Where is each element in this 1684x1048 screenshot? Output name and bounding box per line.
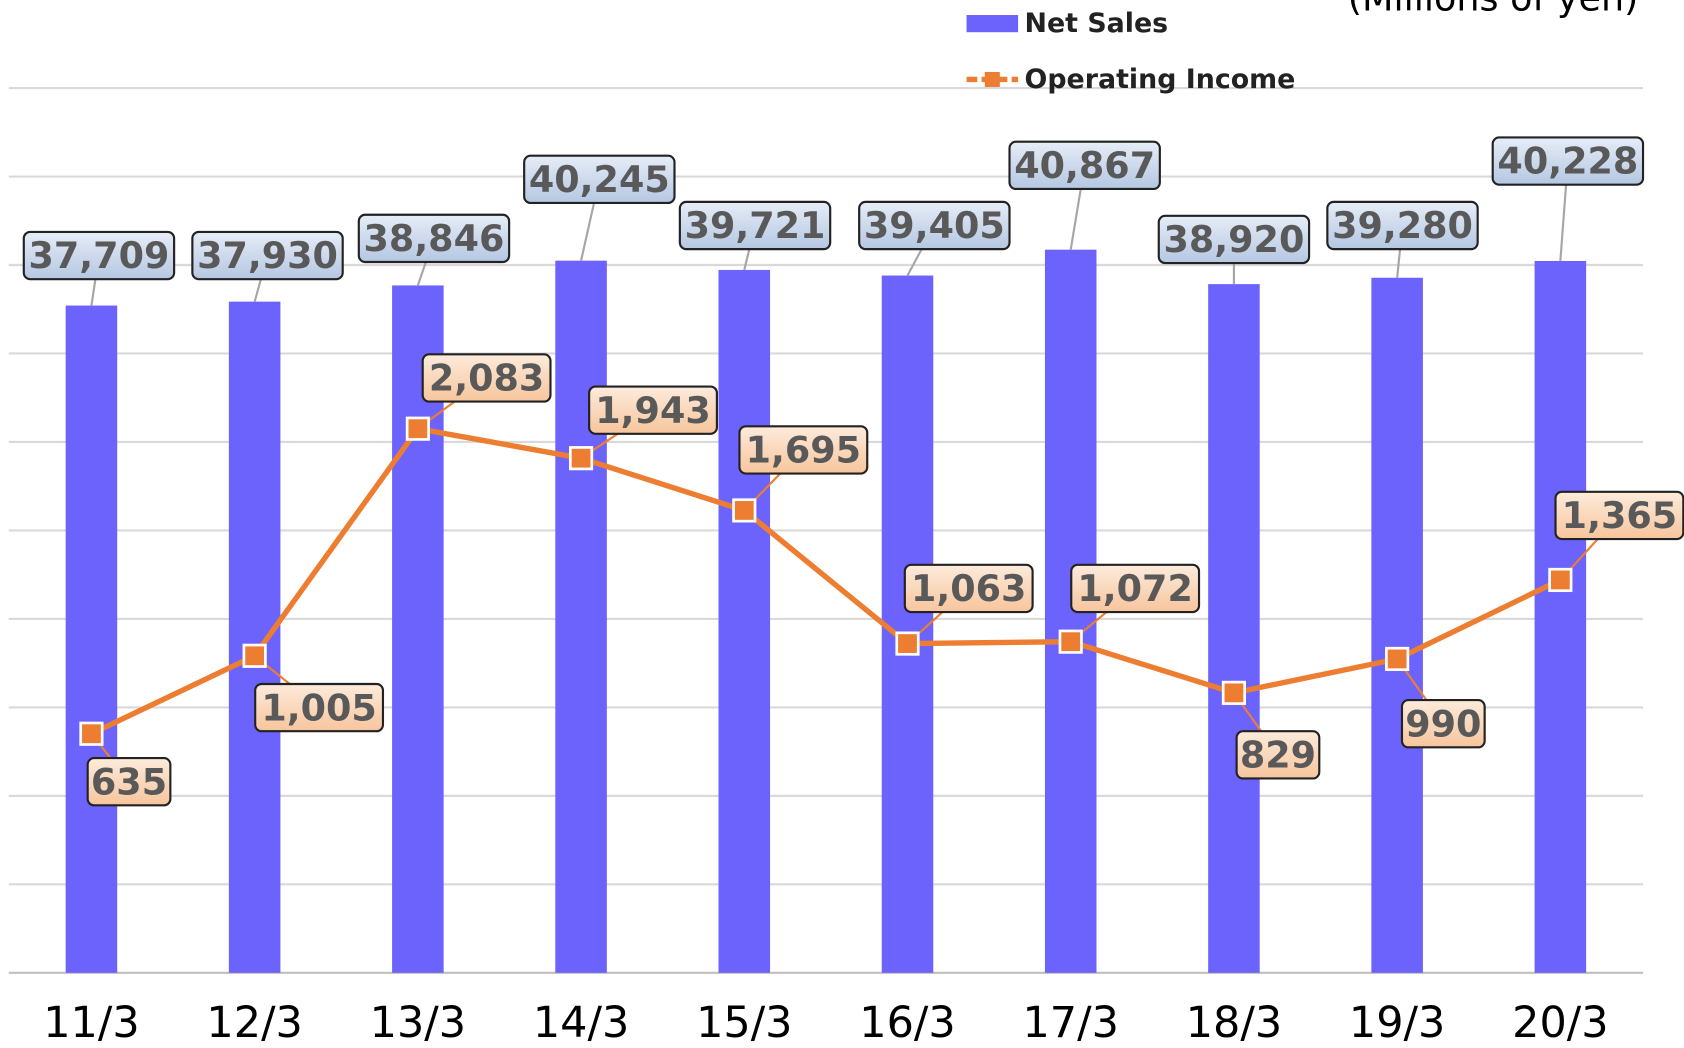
x-tick-label: 20/3 [1512,998,1608,1048]
data-label: 37,930 [197,234,338,277]
marker [895,631,920,656]
label-box [357,213,511,264]
line [90,426,1562,737]
legend-swatch [966,15,1019,33]
label-box [1400,699,1486,749]
data-label: 1,063 [911,567,1026,610]
label-box [523,154,676,205]
data-label: 38,920 [1163,218,1304,261]
label-box [738,425,869,475]
label-box [1326,200,1479,251]
marker [1058,629,1083,654]
label-box [903,563,1034,614]
label-box [588,385,718,435]
data-label: 1,695 [746,429,861,472]
bar [1208,284,1260,973]
x-tick-label: 14/3 [533,998,629,1048]
x-tick-label: 11/3 [43,998,139,1048]
data-label: 40,245 [529,158,670,201]
label-box [191,230,344,281]
data-label: 38,846 [364,217,505,260]
bar [1534,260,1587,973]
x-tick-label: 13/3 [370,998,466,1048]
data-label: 40,867 [1014,144,1155,187]
marker [79,721,104,746]
bar [718,269,771,973]
data-label: 39,280 [1332,204,1473,247]
label-box [1070,563,1201,614]
label-box [254,682,385,733]
data-label: 990 [1405,702,1481,745]
x-tick-label: 19/3 [1349,998,1445,1048]
label-box [1235,730,1321,780]
legend-label: Operating Income [1025,64,1296,95]
x-tick-label: 16/3 [859,998,955,1048]
data-label: 37,709 [29,234,170,277]
unit-note: (Millions of yen) [1348,0,1639,20]
marker [405,416,430,441]
legend-label: Net Sales [1025,8,1169,39]
label-box [858,200,1011,251]
x-tick-label: 15/3 [696,998,792,1048]
bar [228,301,281,973]
label-box [1008,140,1161,191]
bar [881,275,934,973]
marker [1385,646,1410,672]
data-label: 635 [91,760,167,803]
marker [568,446,594,471]
data-label: 1,365 [1562,494,1677,537]
legend: Net Sales Operating Income [966,8,1296,95]
data-label: 829 [1240,734,1316,777]
label-box [86,757,172,807]
marker [732,498,757,523]
bar [1371,277,1423,973]
x-tick-label: 17/3 [1023,998,1119,1048]
data-label: 39,405 [864,204,1005,247]
label-box [1554,490,1684,541]
data-label: 1,072 [1077,567,1192,610]
marker [1221,680,1247,705]
bar [555,260,607,973]
x-tick-label: 12/3 [206,998,302,1048]
data-label: 40,228 [1497,140,1638,183]
label-box [22,230,176,281]
label-box [1157,214,1311,265]
bar [65,305,118,973]
label-box [1491,136,1645,186]
marker [1548,567,1573,593]
x-tick-label: 18/3 [1186,998,1282,1048]
data-label: 2,083 [429,357,544,400]
marker [242,643,267,668]
legend-marker [984,71,1000,87]
label-box [678,200,832,251]
data-label: 1,005 [261,686,376,729]
label-box [421,353,552,403]
data-label: 1,943 [595,389,710,432]
data-label: 39,721 [685,204,826,247]
